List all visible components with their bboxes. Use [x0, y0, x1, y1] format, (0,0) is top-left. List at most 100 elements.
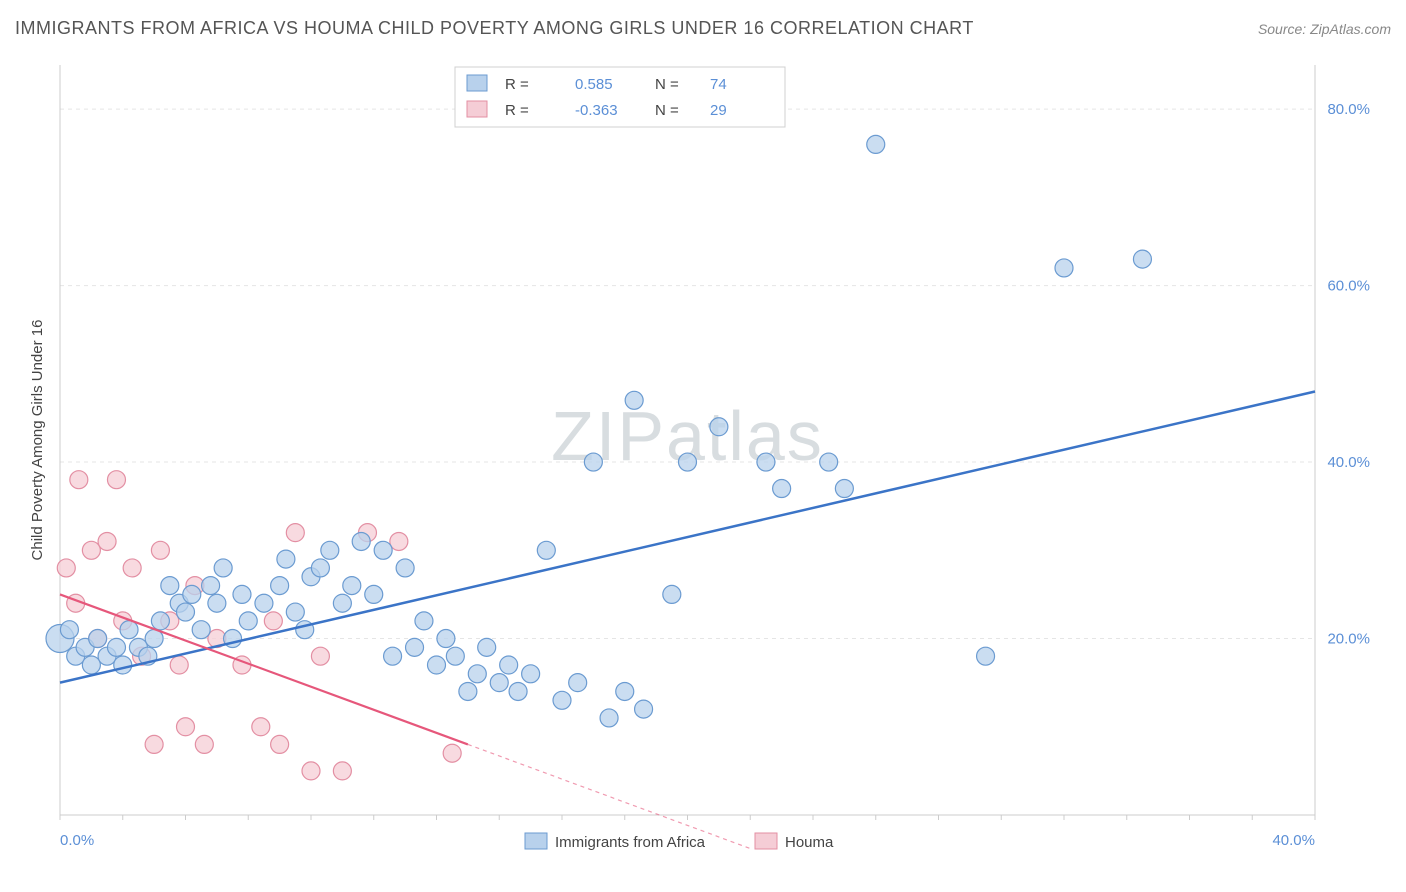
scatter-point — [114, 656, 132, 674]
scatter-point — [82, 541, 100, 559]
scatter-point — [490, 674, 508, 692]
legend-swatch-b — [755, 833, 777, 849]
scatter-point — [192, 621, 210, 639]
chart-title: IMMIGRANTS FROM AFRICA VS HOUMA CHILD PO… — [15, 18, 974, 39]
source-prefix: Source: — [1258, 21, 1310, 37]
scatter-point — [446, 647, 464, 665]
scatter-point — [82, 656, 100, 674]
legend-r-value: -0.363 — [575, 102, 618, 119]
scatter-point — [321, 541, 339, 559]
scatter-point — [569, 674, 587, 692]
legend-label-b: Houma — [785, 834, 834, 851]
scatter-point — [286, 524, 304, 542]
scatter-point — [500, 656, 518, 674]
scatter-point — [820, 453, 838, 471]
legend-r-label: R = — [505, 102, 529, 119]
scatter-point — [977, 647, 995, 665]
scatter-point — [60, 621, 78, 639]
scatter-point — [390, 532, 408, 550]
legend-swatch — [467, 101, 487, 117]
scatter-point — [57, 559, 75, 577]
scatter-point — [635, 700, 653, 718]
scatter-point — [333, 594, 351, 612]
scatter-point — [233, 585, 251, 603]
scatter-point — [384, 647, 402, 665]
scatter-point — [663, 585, 681, 603]
scatter-point — [522, 665, 540, 683]
scatter-point — [406, 638, 424, 656]
scatter-point — [161, 577, 179, 595]
scatter-point — [553, 691, 571, 709]
scatter-point — [1055, 259, 1073, 277]
scatter-point — [428, 656, 446, 674]
scatter-point — [195, 735, 213, 753]
scatter-point — [170, 656, 188, 674]
scatter-point — [311, 559, 329, 577]
y-axis-title: Child Poverty Among Girls Under 16 — [29, 320, 46, 561]
scatter-point — [773, 480, 791, 498]
legend-n-label: N = — [655, 102, 679, 119]
scatter-point — [120, 621, 138, 639]
y-tick-label: 20.0% — [1327, 631, 1370, 648]
legend-label-a: Immigrants from Africa — [555, 834, 706, 851]
legend-r-value: 0.585 — [575, 76, 613, 93]
scatter-point — [459, 682, 477, 700]
scatter-point — [757, 453, 775, 471]
scatter-point — [1133, 250, 1151, 268]
scatter-point — [89, 630, 107, 648]
legend-n-value: 29 — [710, 102, 727, 119]
scatter-point — [208, 594, 226, 612]
scatter-point — [177, 603, 195, 621]
scatter-point — [437, 630, 455, 648]
scatter-point — [271, 577, 289, 595]
scatter-point — [443, 744, 461, 762]
scatter-point — [239, 612, 257, 630]
scatter-point — [625, 391, 643, 409]
scatter-point — [352, 532, 370, 550]
scatter-point — [311, 647, 329, 665]
scatter-point — [600, 709, 618, 727]
scatter-point — [710, 418, 728, 436]
trend-line-b-ext — [468, 744, 750, 848]
scatter-point — [584, 453, 602, 471]
scatter-point — [343, 577, 361, 595]
scatter-point — [616, 682, 634, 700]
legend-n-label: N = — [655, 76, 679, 93]
scatter-point — [835, 480, 853, 498]
scatter-point — [286, 603, 304, 621]
scatter-point — [151, 612, 169, 630]
scatter-point — [365, 585, 383, 603]
scatter-point — [70, 471, 88, 489]
y-tick-label: 80.0% — [1327, 101, 1370, 118]
y-tick-label: 60.0% — [1327, 278, 1370, 295]
scatter-point — [277, 550, 295, 568]
scatter-point — [145, 735, 163, 753]
scatter-point — [509, 682, 527, 700]
x-tick-label: 0.0% — [60, 832, 94, 849]
scatter-point — [183, 585, 201, 603]
source-name: ZipAtlas.com — [1310, 21, 1391, 37]
scatter-point — [271, 735, 289, 753]
scatter-point — [214, 559, 232, 577]
scatter-point — [255, 594, 273, 612]
scatter-point — [537, 541, 555, 559]
scatter-point — [478, 638, 496, 656]
scatter-point — [374, 541, 392, 559]
chart-header: IMMIGRANTS FROM AFRICA VS HOUMA CHILD PO… — [15, 18, 1391, 39]
scatter-point — [415, 612, 433, 630]
scatter-point — [867, 135, 885, 153]
scatter-point — [468, 665, 486, 683]
legend-swatch-a — [525, 833, 547, 849]
scatter-point — [333, 762, 351, 780]
scatter-point — [302, 762, 320, 780]
scatter-point — [123, 559, 141, 577]
y-tick-label: 40.0% — [1327, 454, 1370, 471]
legend-n-value: 74 — [710, 76, 727, 93]
scatter-point — [107, 638, 125, 656]
scatter-point — [151, 541, 169, 559]
scatter-point — [679, 453, 697, 471]
scatter-point — [264, 612, 282, 630]
x-tick-label: 40.0% — [1272, 832, 1315, 849]
legend-r-label: R = — [505, 76, 529, 93]
scatter-point — [98, 532, 116, 550]
